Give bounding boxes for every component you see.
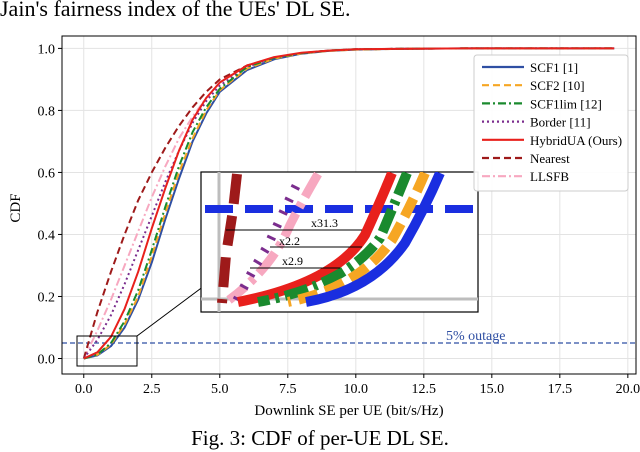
x-tick-label: 15.0 — [480, 382, 505, 397]
y-tick-label: 0.4 — [38, 228, 56, 243]
x-tick-label: 20.0 — [616, 382, 640, 397]
x-tick-label: 7.5 — [279, 382, 297, 397]
header-text: Jain's fairness index of the UEs' DL SE. — [0, 0, 351, 21]
y-axis-label: CDF — [8, 193, 24, 222]
inset-annotation-3: x2.9 — [282, 254, 303, 268]
legend: SCF1 [1] SCF2 [10] SCF1lim [12] Border [11]… — [473, 54, 629, 192]
y-tick-label: 0.6 — [38, 166, 56, 181]
series-lines — [82, 47, 615, 360]
inset-hybridua — [237, 172, 397, 307]
inset-annotation-1: x31.3 — [311, 216, 338, 230]
legend-label: SCF1lim [12] — [530, 96, 602, 111]
y-axis-ticks: 0.0 0.2 0.4 0.6 0.8 1.0 — [38, 42, 62, 367]
inset-scf1lim — [257, 172, 412, 307]
legend-label: Border [11] — [530, 115, 591, 130]
series-line-hybridua-ours — [83, 47, 615, 360]
y-tick-label: 0.2 — [38, 290, 56, 305]
legend-label: SCF1 [1] — [530, 60, 578, 75]
legend-label: HybridUA (Ours) — [530, 133, 622, 148]
legend-label: Nearest — [530, 151, 570, 166]
y-tick-label: 0.8 — [38, 104, 56, 119]
x-axis-ticks: 0.0 2.5 5.0 7.5 10.0 12.5 15.0 17.5 20.0 — [75, 374, 640, 397]
x-tick-label: 2.5 — [143, 382, 161, 397]
y-tick-label: 1.0 — [38, 42, 56, 57]
zoom-region-box — [76, 335, 138, 367]
x-tick-label: 10.0 — [344, 382, 369, 397]
legend-label: LLSFB — [530, 169, 569, 184]
legend-box — [473, 54, 629, 192]
x-tick-label: 12.5 — [412, 382, 437, 397]
outage-label: 5% outage — [446, 329, 505, 344]
plot-frame — [61, 35, 637, 375]
zoom-connector — [136, 285, 205, 337]
x-tick-label: 17.5 — [548, 382, 573, 397]
x-tick-label: 5.0 — [211, 382, 229, 397]
y-tick-label: 0.0 — [38, 352, 56, 367]
x-tick-label: 0.0 — [75, 382, 93, 397]
legend-label: SCF2 [10] — [530, 78, 585, 93]
figure-caption: Fig. 3: CDF of per-UE DL SE. — [191, 426, 449, 450]
inset-annotation-2: x2.2 — [279, 234, 300, 248]
inset-scf1 — [305, 172, 445, 307]
inset-nearest — [217, 173, 242, 304]
inset-llsfb — [226, 172, 322, 304]
zoom-inset: x31.3 x2.2 x2.9 — [200, 171, 479, 313]
x-axis-label: Downlink SE per UE (bit/s/Hz) — [254, 403, 443, 419]
